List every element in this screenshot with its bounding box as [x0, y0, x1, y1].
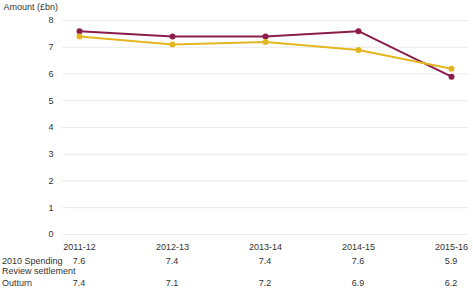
html-text:7.6: 7.6 — [72, 256, 86, 266]
svg-text:8: 8 — [48, 15, 53, 25]
svg-text:2012-13: 2012-13 — [156, 242, 189, 252]
svg-text:2015-16: 2015-16 — [435, 242, 468, 252]
svg-text:7: 7 — [48, 42, 53, 52]
html-text:6.9: 6.9 — [351, 278, 365, 288]
svg-text:1: 1 — [48, 203, 53, 213]
svg-text:2: 2 — [48, 176, 53, 186]
svg-text:0: 0 — [48, 229, 53, 239]
svg-text:5: 5 — [48, 96, 53, 106]
html-text:2010 Spending Review settlemen: 2010 Spending Review settlement — [2, 256, 76, 276]
html-text:7.6: 7.6 — [351, 256, 365, 266]
svg-text:6: 6 — [48, 69, 53, 79]
svg-text:4: 4 — [48, 122, 53, 132]
svg-text:Amount (£bn): Amount (£bn) — [4, 2, 59, 12]
html-text:7.1: 7.1 — [165, 278, 179, 288]
html-text:7.4: 7.4 — [72, 278, 86, 288]
html-text:Outturn: Outturn — [2, 278, 32, 288]
html-text:5.9: 5.9 — [444, 256, 458, 266]
svg-text:2011-12: 2011-12 — [63, 242, 95, 252]
html-text:7.2: 7.2 — [258, 278, 272, 288]
html-text:7.4: 7.4 — [258, 256, 272, 266]
svg-text:2013-14: 2013-14 — [249, 242, 282, 252]
html-text:7.4: 7.4 — [165, 256, 179, 266]
svg-text:3: 3 — [48, 149, 53, 159]
html-text:6.2: 6.2 — [444, 278, 458, 288]
svg-text:2014-15: 2014-15 — [342, 242, 375, 252]
